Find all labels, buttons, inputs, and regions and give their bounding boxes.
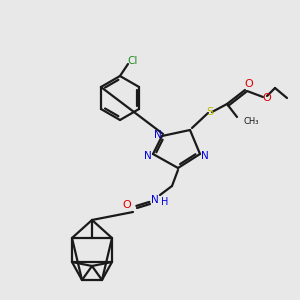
Text: N: N (201, 151, 209, 161)
Text: O: O (123, 200, 131, 210)
Text: H: H (161, 197, 169, 207)
Text: N: N (154, 130, 162, 140)
Text: N: N (144, 151, 152, 161)
Text: O: O (244, 79, 253, 89)
Text: Cl: Cl (128, 56, 138, 66)
Text: CH₃: CH₃ (244, 118, 260, 127)
Text: N: N (151, 195, 159, 205)
Text: O: O (262, 93, 272, 103)
Text: S: S (206, 107, 214, 117)
